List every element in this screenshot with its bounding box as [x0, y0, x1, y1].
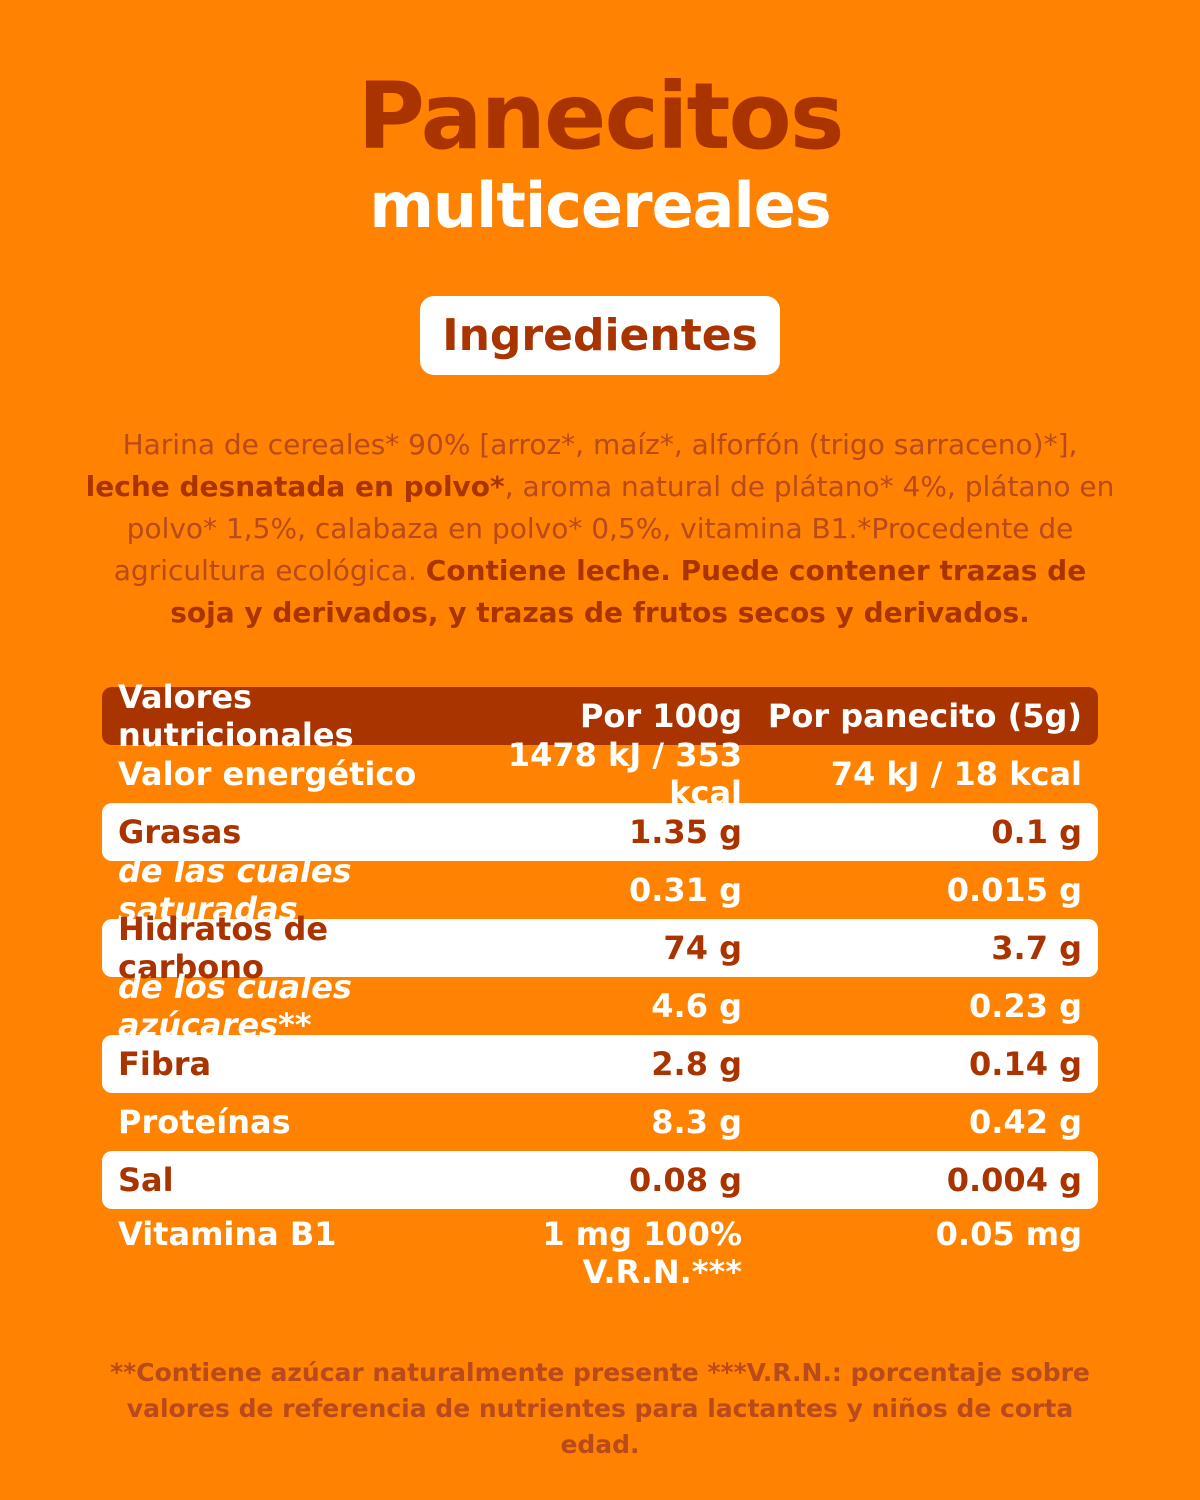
table-row: Hidratos de carbono 74 g 3.7 g [102, 910, 1098, 986]
table-cell: 0.31 g [629, 871, 742, 909]
table-cell: 74 g [663, 929, 742, 967]
ingredients-text: Harina de cereales* 90% [arroz*, maíz*, … [80, 424, 1120, 634]
table-cell: 0.015 g [946, 871, 1082, 909]
header-cell: Por 100g [579, 697, 742, 735]
table-cell: 1.35 g [629, 813, 742, 851]
table-row: Proteínas 8.3 g 0.42 g [102, 1093, 1098, 1151]
table-cell: Hidratos de carbono [118, 910, 329, 986]
table-cell: de los cuales azúcares** [118, 968, 352, 1044]
ingredient-segment: Contiene leche. Puede contener trazas de… [170, 554, 1087, 629]
ingredient-segment: leche desnatada en polvo* [85, 470, 505, 503]
table-row: Valor energético 1478 kJ / 353 kcal 74 kJ … [102, 736, 1098, 812]
table-cell: 0.004 g [946, 1161, 1082, 1199]
table-cell: Sal [118, 1161, 174, 1199]
table-row: Vitamina B1 1 mg 100% V.R.N.*** 0.05 mg [102, 1209, 1098, 1319]
table-cell: de las cuales saturadas [118, 852, 352, 928]
table-cell: 2.8 g [651, 1045, 742, 1083]
table-row: de las cuales saturadas 0.31 g 0.015 g [102, 852, 1098, 928]
table-cell: 0.1 g [991, 813, 1082, 851]
table-cell: 0.14 g [969, 1045, 1082, 1083]
table-cell: 8.3 g [651, 1103, 742, 1141]
ingredients-heading: Ingredientes [420, 296, 780, 375]
subtitle: multicereales [369, 169, 831, 242]
table-cell: 74 kJ / 18 kcal [830, 755, 1082, 793]
table-cell: Valor energético [118, 755, 417, 793]
table-cell: Proteínas [118, 1103, 291, 1141]
table-row: de los cuales azúcares** 4.6 g 0.23 g [102, 968, 1098, 1044]
header-cell: Por panecito (5g) [767, 697, 1082, 735]
table-cell: 3.7 g [991, 929, 1082, 967]
table-cell: 0.08 g [629, 1161, 742, 1199]
ingredient-segment: Harina de cereales* 90% [arroz*, maíz*, … [122, 428, 1078, 461]
table-cell: 0.23 g [969, 987, 1082, 1025]
table-cell: 1478 kJ / 353 kcal [507, 736, 742, 812]
table-cell: Grasas [118, 813, 242, 851]
nutrition-table: Valores nutricionales Por 100g Por panec… [102, 678, 1098, 1319]
table-cell: 1 mg 100% V.R.N.*** [542, 1215, 742, 1291]
footnote: **Contiene azúcar naturalmente presente … [110, 1358, 1090, 1459]
table-cell: Vitamina B1 [118, 1215, 337, 1253]
table-header: Valores nutricionales Por 100g Por panec… [102, 678, 1098, 754]
table-cell: 0.05 mg [935, 1215, 1082, 1253]
title: Panecitos [357, 63, 845, 170]
ingredient-segment: , aroma natural de plátano* 4%, plátano … [113, 470, 1115, 587]
table-row: Grasas 1.35 g 0.1 g [102, 803, 1098, 861]
table-row: Sal 0.08 g 0.004 g [102, 1151, 1098, 1209]
table-cell: Fibra [118, 1045, 212, 1083]
table-cell: 4.6 g [651, 987, 742, 1025]
table-cell: 0.42 g [969, 1103, 1082, 1141]
table-row: Fibra 2.8 g 0.14 g [102, 1035, 1098, 1093]
header-cell: Valores nutricionales [118, 678, 354, 754]
